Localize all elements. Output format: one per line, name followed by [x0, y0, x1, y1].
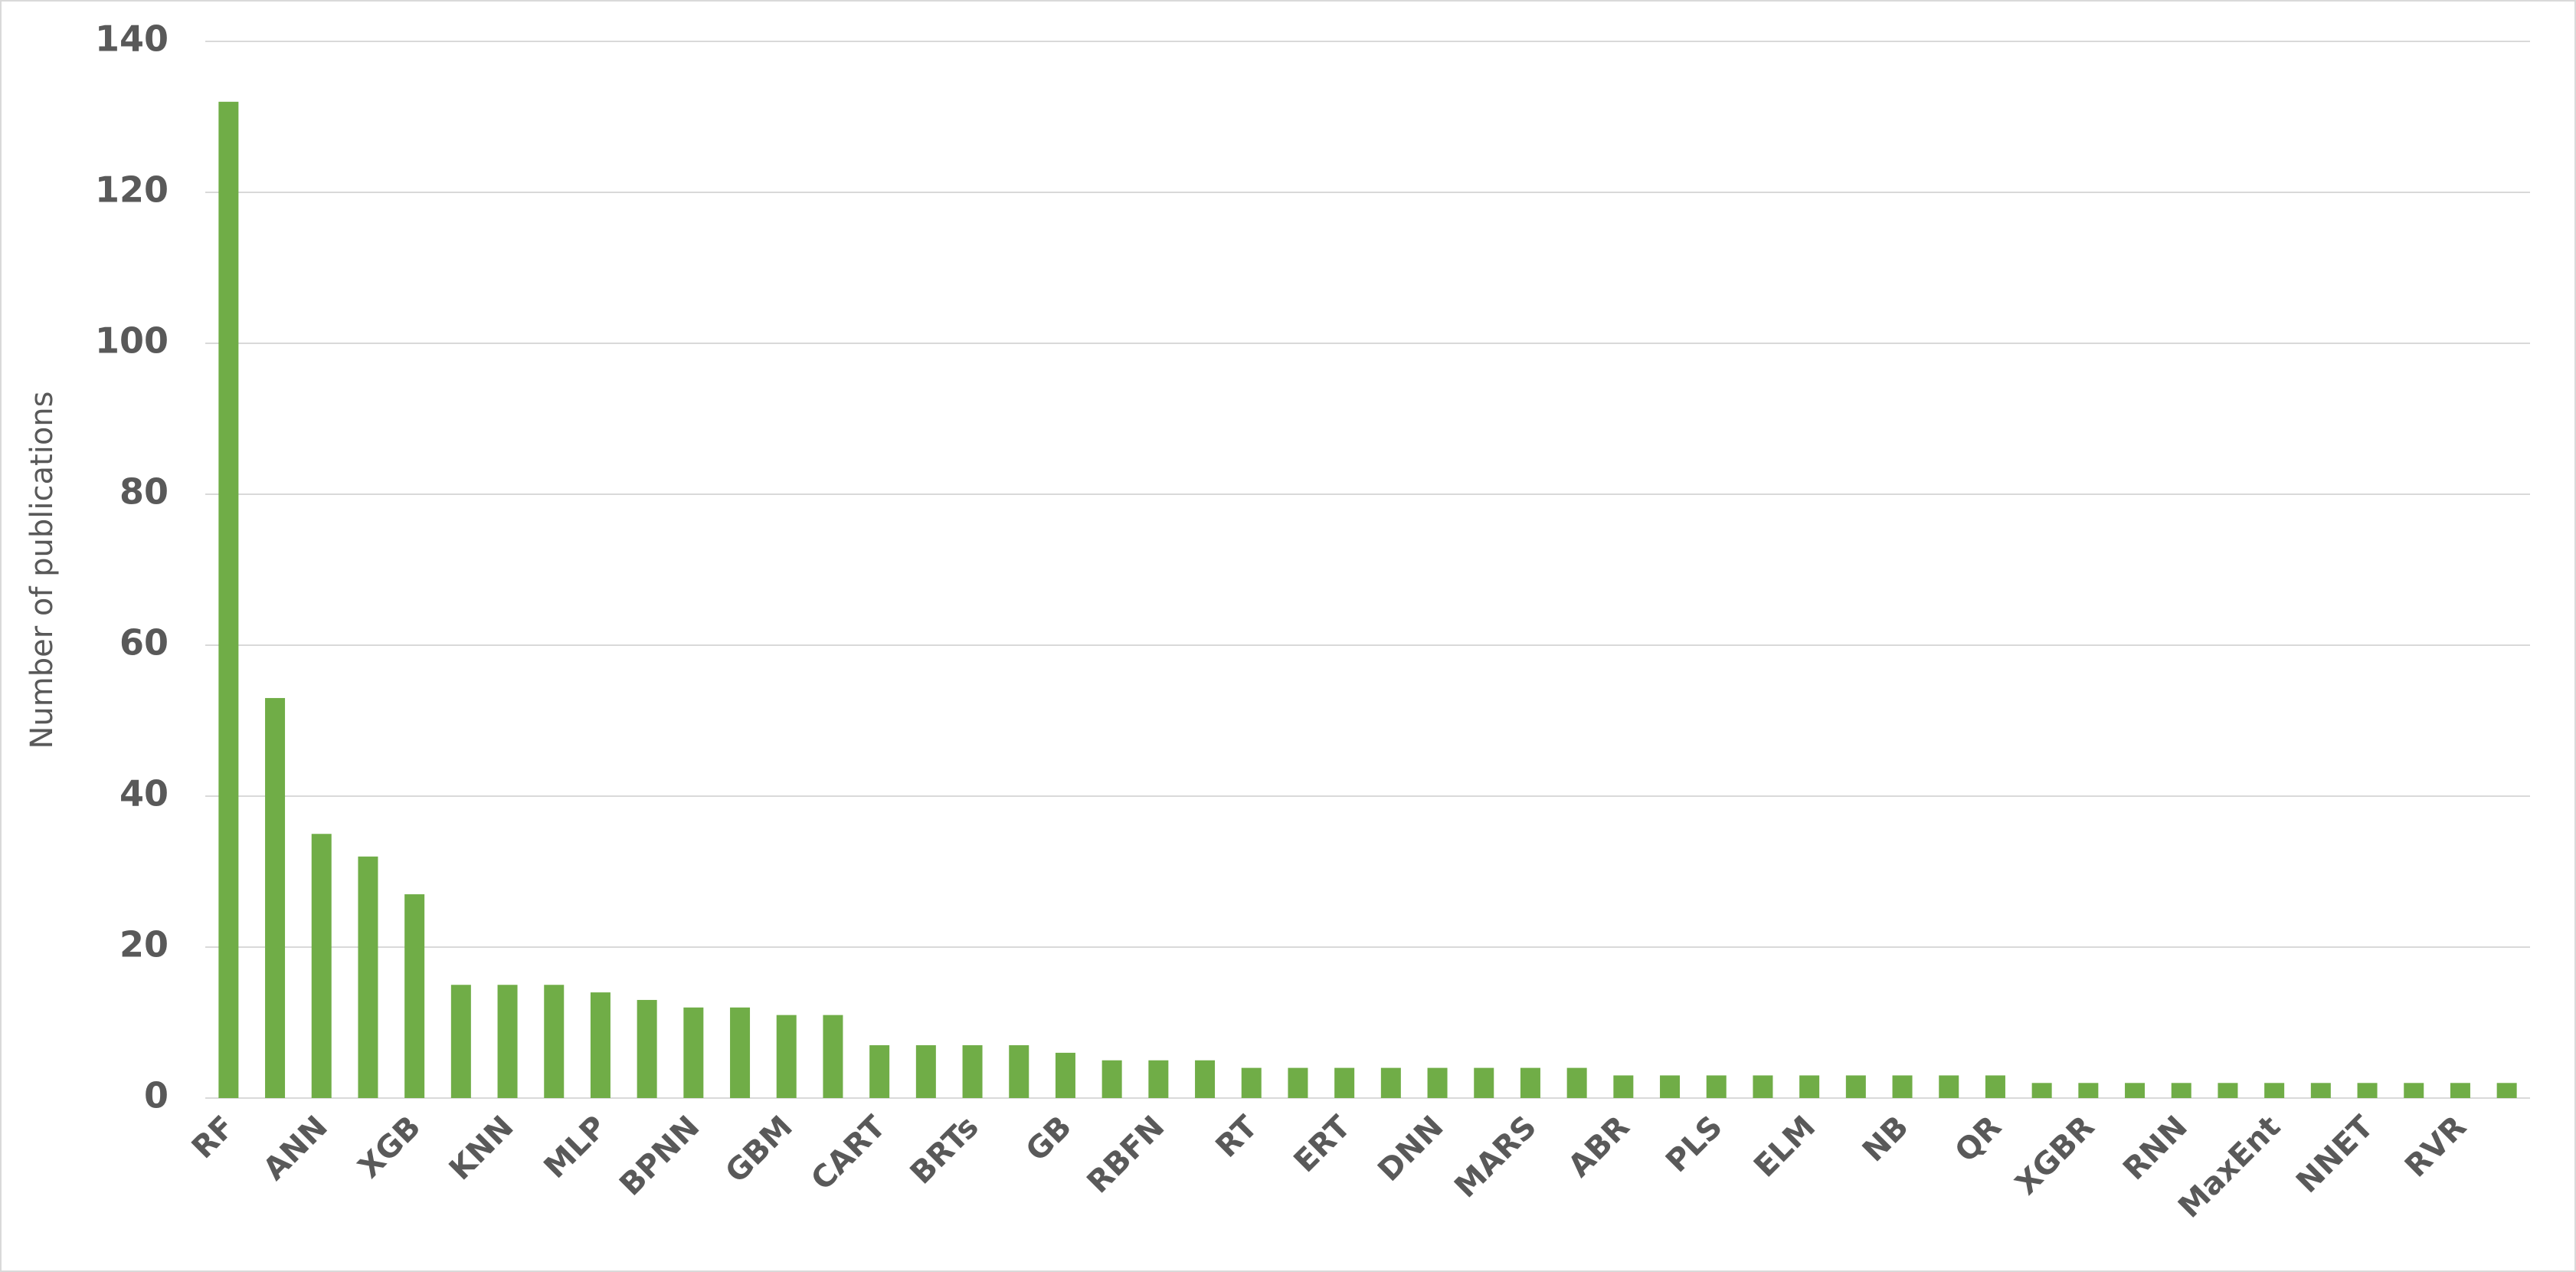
- bar: [2031, 1083, 2052, 1098]
- bar: [311, 834, 332, 1098]
- bar: [1334, 1067, 1355, 1098]
- bar: [1288, 1067, 1308, 1098]
- bar: [218, 101, 239, 1098]
- bar: [2171, 1083, 2191, 1098]
- bar: [1892, 1075, 1913, 1098]
- y-tick-label: 80: [119, 471, 169, 513]
- bar: [1613, 1075, 1634, 1098]
- bar: [1845, 1075, 1866, 1098]
- bar: [2404, 1083, 2424, 1098]
- bar: [2078, 1083, 2099, 1098]
- bar: [1566, 1067, 1587, 1098]
- bar: [2218, 1083, 2238, 1098]
- y-tick-label: 140: [95, 18, 169, 60]
- bar: [637, 999, 657, 1098]
- y-tick-label: 0: [144, 1075, 169, 1116]
- bar: [915, 1045, 936, 1098]
- bar: [1520, 1067, 1540, 1098]
- bar: [1195, 1060, 1216, 1098]
- bar: [590, 992, 610, 1098]
- y-tick-label: 60: [119, 622, 169, 664]
- bar: [1427, 1067, 1448, 1098]
- y-axis-title: Number of publications: [25, 392, 60, 749]
- bar: [2310, 1083, 2331, 1098]
- bar: [404, 894, 425, 1098]
- bar: [497, 985, 518, 1098]
- bar: [1799, 1075, 1820, 1098]
- bar: [683, 1007, 704, 1098]
- bar: [1939, 1075, 1959, 1098]
- bar: [2450, 1083, 2470, 1098]
- bar: [450, 985, 471, 1098]
- bar: [2496, 1083, 2517, 1098]
- y-tick-label: 120: [95, 169, 169, 211]
- bar: [544, 985, 565, 1098]
- bar: [730, 1007, 751, 1098]
- bar: [2357, 1083, 2378, 1098]
- y-tick-label: 20: [119, 924, 169, 965]
- bar: [1706, 1075, 1727, 1098]
- bar: [1148, 1060, 1169, 1098]
- bar: [265, 697, 286, 1098]
- bar: [1660, 1075, 1681, 1098]
- bar: [1753, 1075, 1773, 1098]
- bar: [2264, 1083, 2285, 1098]
- bar: [1380, 1067, 1401, 1098]
- bar: [1474, 1067, 1494, 1098]
- bar: [358, 856, 378, 1098]
- bar: [1009, 1045, 1029, 1098]
- bar: [823, 1015, 843, 1098]
- bar: [2125, 1083, 2146, 1098]
- y-tick-label: 40: [119, 773, 169, 815]
- bar: [776, 1015, 797, 1098]
- bar: [1985, 1075, 2005, 1098]
- bar: [869, 1045, 890, 1098]
- bar: [1101, 1060, 1122, 1098]
- bar: [1055, 1052, 1075, 1098]
- bar: [962, 1045, 983, 1098]
- bar: [1241, 1067, 1262, 1098]
- y-tick-label: 100: [95, 320, 169, 362]
